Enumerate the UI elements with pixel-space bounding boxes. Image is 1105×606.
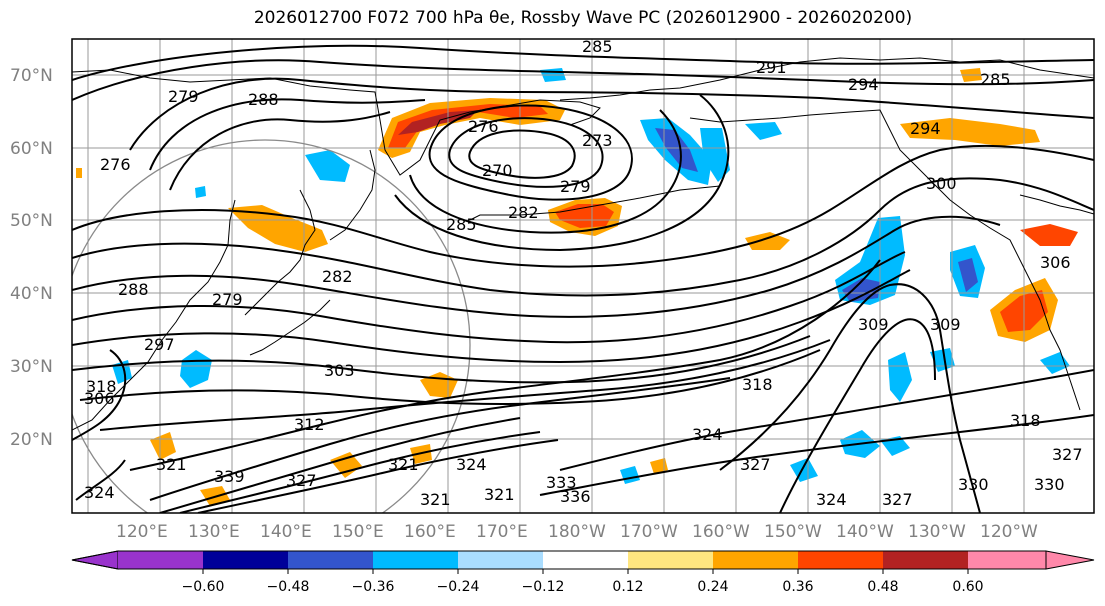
contour-label: 288 (118, 280, 149, 299)
colorbar-segment (543, 551, 628, 569)
contour-label: 276 (468, 117, 499, 136)
contour-label: 282 (508, 203, 539, 222)
colorbar-segment (628, 551, 713, 569)
colorbar-tick-label: 0.24 (697, 579, 728, 595)
colorbar-segment (373, 551, 458, 569)
colorbar: −0.60 −0.48 −0.36 −0.24 −0.12 0.12 0.24 … (71, 550, 1095, 595)
longitude-labels: 120°E 130°E 140°E 150°E 160°E 170°E 180°… (116, 522, 1038, 542)
contour-label: 303 (324, 361, 355, 380)
colorbar-tick-label: −0.60 (182, 579, 225, 595)
contour-label: 294 (848, 75, 879, 94)
lat-label: 70°N (10, 66, 53, 86)
contour-label: 285 (980, 70, 1011, 89)
contour-label: 321 (420, 490, 451, 509)
map-frame (71, 38, 1095, 514)
contour-label: 309 (930, 315, 961, 334)
contour-label: 288 (248, 90, 279, 109)
contour-label: 306 (84, 389, 115, 408)
contour-label: 324 (84, 483, 115, 502)
lon-label: 140°E (260, 522, 312, 542)
contour-label: 327 (286, 471, 317, 490)
colorbar-segment (968, 551, 1046, 569)
lon-label: 120°W (980, 522, 1038, 542)
contour-label: 321 (156, 455, 187, 474)
colorbar-segment (883, 551, 968, 569)
contour-label: 285 (582, 37, 613, 56)
contour-label: 291 (756, 58, 787, 77)
lon-label: 150°W (764, 522, 822, 542)
colorbar-high-arrow (1045, 550, 1095, 570)
contour-label: 321 (484, 485, 515, 504)
lon-label: 160°W (692, 522, 750, 542)
contour-label: 336 (560, 487, 591, 506)
colorbar-tick-label: −0.12 (522, 579, 565, 595)
contour-label: 279 (560, 177, 591, 196)
contour-label: 273 (582, 131, 613, 150)
lat-label: 40°N (10, 284, 53, 304)
lat-label: 20°N (10, 430, 53, 450)
colorbar-segment (118, 551, 203, 569)
contour-label: 327 (882, 490, 913, 509)
map-area (72, 39, 1094, 513)
contour-label: 297 (144, 335, 175, 354)
contour-label: 285 (446, 215, 477, 234)
lon-label: 160°E (404, 522, 456, 542)
colorbar-ticks: −0.60 −0.48 −0.36 −0.24 −0.12 0.12 0.24 … (182, 569, 984, 595)
contour-label: 300 (926, 174, 957, 193)
contour-label: 270 (482, 161, 513, 180)
contour-label: 339 (214, 467, 245, 486)
contour-label: 312 (294, 415, 325, 434)
contour-label: 327 (1052, 445, 1083, 464)
colorbar-tick-label: −0.24 (437, 579, 480, 595)
lat-label: 50°N (10, 211, 53, 231)
contour-labels: 285 291 294 285 279 288 276 273 270 279 … (84, 37, 1083, 509)
reference-circle (72, 139, 471, 513)
lon-label: 120°E (116, 522, 168, 542)
colorbar-segment (458, 551, 543, 569)
contour-label: 279 (168, 87, 199, 106)
lat-label: 30°N (10, 357, 53, 377)
colorbar-tick-label: −0.36 (352, 579, 395, 595)
lon-label: 130°E (188, 522, 240, 542)
lon-label: 140°W (836, 522, 894, 542)
contour-label: 324 (816, 490, 847, 509)
contour-label: 282 (322, 267, 353, 286)
colorbar-tick-label: 0.60 (952, 579, 983, 595)
lon-label: 170°E (476, 522, 528, 542)
colorbar-segment (713, 551, 798, 569)
contour-label: 324 (456, 455, 487, 474)
contour-label: 276 (100, 155, 131, 174)
contour-label: 321 (388, 455, 419, 474)
contour-label: 324 (692, 425, 723, 444)
contour-label: 327 (740, 455, 771, 474)
contour-label: 279 (212, 290, 243, 309)
contour-label: 333 (546, 473, 577, 492)
contour-label: 318 (1010, 411, 1041, 430)
lon-label: 150°E (332, 522, 384, 542)
theta-e-contours (72, 44, 1094, 513)
lon-label: 170°W (620, 522, 678, 542)
colorbar-tick-label: −0.48 (267, 579, 310, 595)
contour-label: 318 (86, 377, 117, 396)
colorbar-tick-label: 0.12 (612, 579, 643, 595)
lon-label: 130°W (908, 522, 966, 542)
colorbar-segment (798, 551, 883, 569)
colorbar-segment (288, 551, 373, 569)
colorbar-low-arrow (71, 550, 119, 570)
map-title: 2026012700 F072 700 hPa θe, Rossby Wave … (253, 8, 913, 28)
latitude-labels: 70°N 60°N 50°N 40°N 30°N 20°N (10, 66, 53, 450)
contour-label: 330 (1034, 475, 1065, 494)
contour-label: 294 (910, 119, 941, 138)
colorbar-tick-label: 0.36 (782, 579, 813, 595)
contour-label: 330 (958, 475, 989, 494)
contour-label: 309 (858, 315, 889, 334)
lon-label: 180°W (548, 522, 606, 542)
contour-label: 318 (742, 375, 773, 394)
colorbar-tick-label: 0.48 (867, 579, 898, 595)
colorbar-segment (203, 551, 288, 569)
lat-label: 60°N (10, 139, 53, 159)
contour-label: 306 (1040, 253, 1071, 272)
anomaly-shading (76, 68, 1078, 506)
